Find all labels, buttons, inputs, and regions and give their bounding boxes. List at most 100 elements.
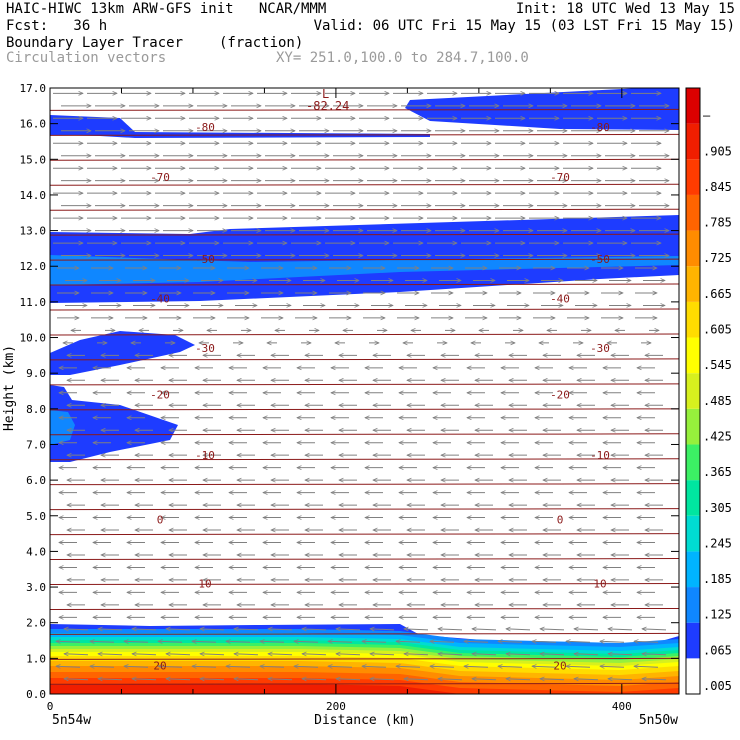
- circulation-vector: [294, 641, 319, 642]
- contour-label: -50: [590, 253, 610, 266]
- circulation-vector: [600, 641, 625, 642]
- contour-label: -30: [195, 342, 215, 355]
- circulation-vector: [192, 641, 217, 642]
- circulation-vector: [634, 666, 659, 667]
- circulation-vector: [64, 629, 89, 630]
- circulation-vector: [166, 679, 191, 680]
- upper-layer-core: [50, 255, 679, 285]
- colorbar-label: .005: [703, 679, 732, 693]
- circulation-vector: [566, 666, 591, 667]
- temperature-contour: [49, 408, 680, 411]
- circulation-vector: [506, 629, 531, 630]
- circulation-vector: [124, 666, 149, 667]
- temperature-contour: [49, 533, 680, 536]
- circulation-vector: [532, 666, 557, 667]
- circulation-vector: [404, 629, 429, 630]
- colorbar-label: .125: [703, 608, 732, 622]
- circulation-vector: [226, 666, 251, 667]
- circulation-vector: [132, 629, 157, 630]
- boundary-layer-band: [50, 684, 679, 694]
- y-axis-label: Height (km): [2, 345, 17, 431]
- low-marker: L: [322, 87, 329, 101]
- temperature-contour: [49, 483, 680, 486]
- circulation-vector: [132, 679, 157, 680]
- x-start-label: 5n54w: [52, 713, 91, 728]
- y-tick-label: 4.0: [26, 545, 46, 558]
- contour-label: 20: [153, 659, 166, 672]
- circulation-vector: [370, 629, 395, 630]
- colorbar-label: .605: [703, 323, 732, 337]
- circulation-vector: [336, 679, 361, 680]
- colorbar-label: .485: [703, 394, 732, 408]
- colorbar-segment: [686, 515, 700, 552]
- temperature-contour: [49, 558, 680, 561]
- y-tick-label: 10.0: [20, 332, 47, 345]
- circulation-vector: [608, 654, 633, 655]
- circulation-vector: [574, 679, 599, 680]
- colorbar-label: .425: [703, 429, 732, 443]
- temperature-contour: [49, 383, 680, 386]
- circulation-vector: [90, 666, 115, 667]
- circulation-vector: [370, 654, 395, 655]
- colorbar-label: .245: [703, 536, 732, 550]
- colorbar-label: .725: [703, 251, 732, 265]
- circulation-vector: [192, 666, 217, 667]
- lower-layer: [50, 385, 178, 462]
- circulation-vector: [98, 679, 123, 680]
- circulation-vector: [302, 629, 327, 630]
- field-units: (fraction): [219, 35, 304, 51]
- circulation-vector: [566, 641, 591, 642]
- cross-section-endpoints: XY= 251.0,100.0 to 284.7,100.0: [276, 50, 529, 66]
- colorbar-segment: [686, 373, 700, 409]
- circulation-vector: [302, 679, 327, 680]
- y-tick-label: 14.0: [20, 189, 47, 202]
- contour-label: -20: [150, 389, 170, 402]
- contour-label: -20: [550, 389, 570, 402]
- y-tick-label: 6.0: [26, 474, 46, 487]
- colorbar-label: .065: [703, 643, 732, 657]
- x-end-label: 5n50w: [639, 713, 678, 728]
- x-tick-label: 400: [612, 700, 632, 713]
- colorbar-segment: [686, 480, 700, 516]
- colorbar-segment: [686, 159, 700, 195]
- colorbar-segment: [686, 88, 700, 124]
- circulation-vector: [472, 679, 497, 680]
- circulation-vector: [362, 666, 387, 667]
- y-tick-label: 8.0: [26, 403, 46, 416]
- forecast-hour: Fcst: 36 h: [6, 18, 108, 34]
- contour-label: -40: [550, 292, 570, 305]
- colorbar-segment: [686, 622, 700, 659]
- circulation-vector: [124, 641, 149, 642]
- circulation-vector: [64, 679, 89, 680]
- header-title: HAIC-HIWC 13km ARW-GFS init NCAR/MMM: [6, 1, 327, 17]
- circulation-vector: [132, 654, 157, 655]
- colorbar-label: .905: [703, 144, 732, 158]
- circulation-vector: [226, 641, 251, 642]
- x-tick-label: 200: [326, 700, 346, 713]
- circulation-vector: [498, 641, 523, 642]
- colorbar-label: .785: [703, 216, 732, 230]
- circulation-vector: [574, 654, 599, 655]
- colorbar-label: .665: [703, 287, 732, 301]
- contour-label: 10: [198, 577, 211, 590]
- circulation-vector: [540, 654, 565, 655]
- circulation-vector: [608, 629, 633, 630]
- x-axis-label: Distance (km): [314, 713, 416, 728]
- circulation-vector: [234, 654, 259, 655]
- circulation-vector: [328, 641, 353, 642]
- temperature-contour: [49, 158, 680, 161]
- y-tick-label: 7.0: [26, 438, 46, 451]
- temperature-contour: [49, 508, 680, 511]
- circulation-vector: [294, 666, 319, 667]
- colorbar-segment: [686, 266, 700, 302]
- valid-time: Valid: 06 UTC Fri 15 May 15 (03 LST Fri …: [313, 18, 735, 34]
- lower-layer-core: [50, 410, 75, 445]
- circulation-vector: [56, 641, 81, 642]
- circulation-vector: [438, 679, 463, 680]
- circulation-vector: [90, 641, 115, 642]
- circulation-vector: [200, 629, 225, 630]
- temperature-contour: [49, 582, 680, 585]
- y-tick-label: 1.0: [26, 652, 46, 665]
- x-tick-label: 0: [47, 700, 54, 713]
